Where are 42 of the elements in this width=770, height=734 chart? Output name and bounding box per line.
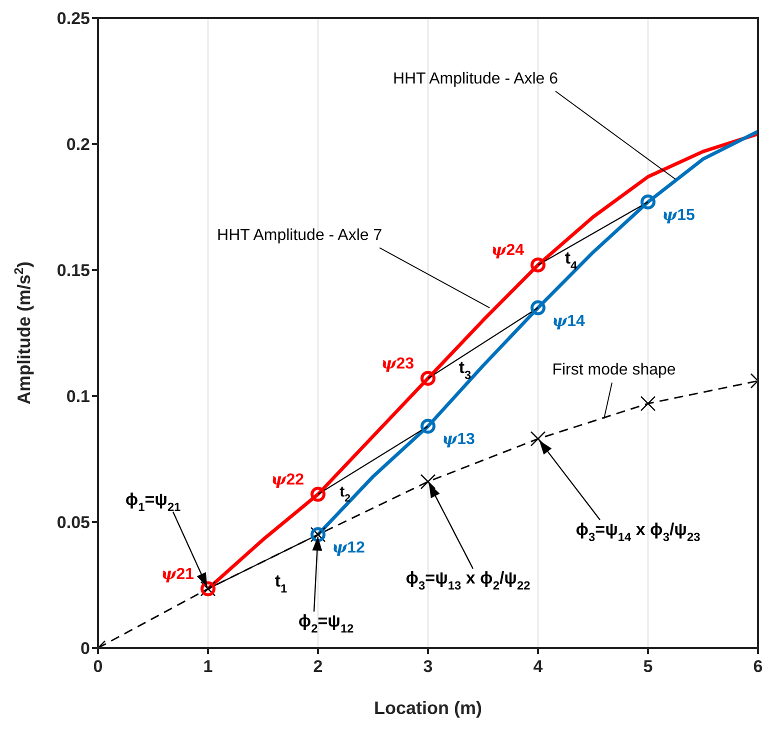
y-tick-label: 0.05	[56, 513, 90, 532]
x-tick-label: 0	[93, 657, 103, 676]
data-label: ψ13	[442, 429, 475, 448]
annotation: First mode shape	[552, 362, 676, 379]
point	[530, 257, 546, 272]
point	[420, 370, 436, 386]
annotation: ϕ$_{3}$=ψ$_{13}$ x ϕ$_{2}$/ψ$_{22}$	[406, 569, 531, 593]
data-label: ψ23	[381, 353, 414, 372]
data-label: ψ14	[552, 310, 585, 330]
annotation: ϕ$_{2}$=ψ$_{12}$	[298, 612, 354, 636]
data-label: ψ22	[271, 469, 304, 488]
point	[420, 474, 436, 490]
point	[530, 431, 546, 446]
x-axis-title: Location (m)	[374, 698, 482, 718]
point	[420, 418, 436, 434]
y-tick-label: 0.25	[56, 9, 90, 28]
point	[640, 194, 656, 210]
annotation: t$_{1}$	[274, 572, 288, 596]
x-tick-label: 1	[203, 657, 213, 676]
data-label: ψ12	[332, 538, 365, 557]
annotation: t$_{4}$	[564, 248, 578, 273]
annotation: t$_{2}$	[340, 483, 351, 504]
point	[640, 396, 656, 412]
x-tick-label: 3	[423, 657, 433, 676]
annotation: ϕ$_{1}$=ψ$_{21}$	[125, 490, 182, 514]
y-tick-label: 0.1	[66, 387, 90, 406]
x-tick-label: 2	[313, 657, 323, 676]
annotation: t$_{3}$	[458, 358, 472, 382]
y-tick-label: 0	[80, 639, 90, 658]
data-label: ψ15	[662, 204, 695, 224]
annotation: HHT Amplitude - Axle 6	[392, 70, 558, 88]
annotation: HHT Amplitude - Axle 7	[217, 227, 382, 244]
point	[310, 486, 326, 502]
annotation: ϕ$_{3}$=ψ$_{14}$ x ϕ$_{3}$/ψ$_{23}$	[576, 520, 701, 544]
y-tick-label: 0.2	[66, 135, 90, 154]
x-tick-label: 4	[533, 657, 544, 676]
y-tick-label: 0.15	[56, 261, 90, 280]
data-label: ψ24	[491, 240, 524, 259]
data-label: ψ21	[161, 564, 194, 583]
x-tick-label: 5	[643, 657, 653, 676]
point	[530, 300, 546, 316]
x-tick-label: 6	[753, 657, 763, 676]
